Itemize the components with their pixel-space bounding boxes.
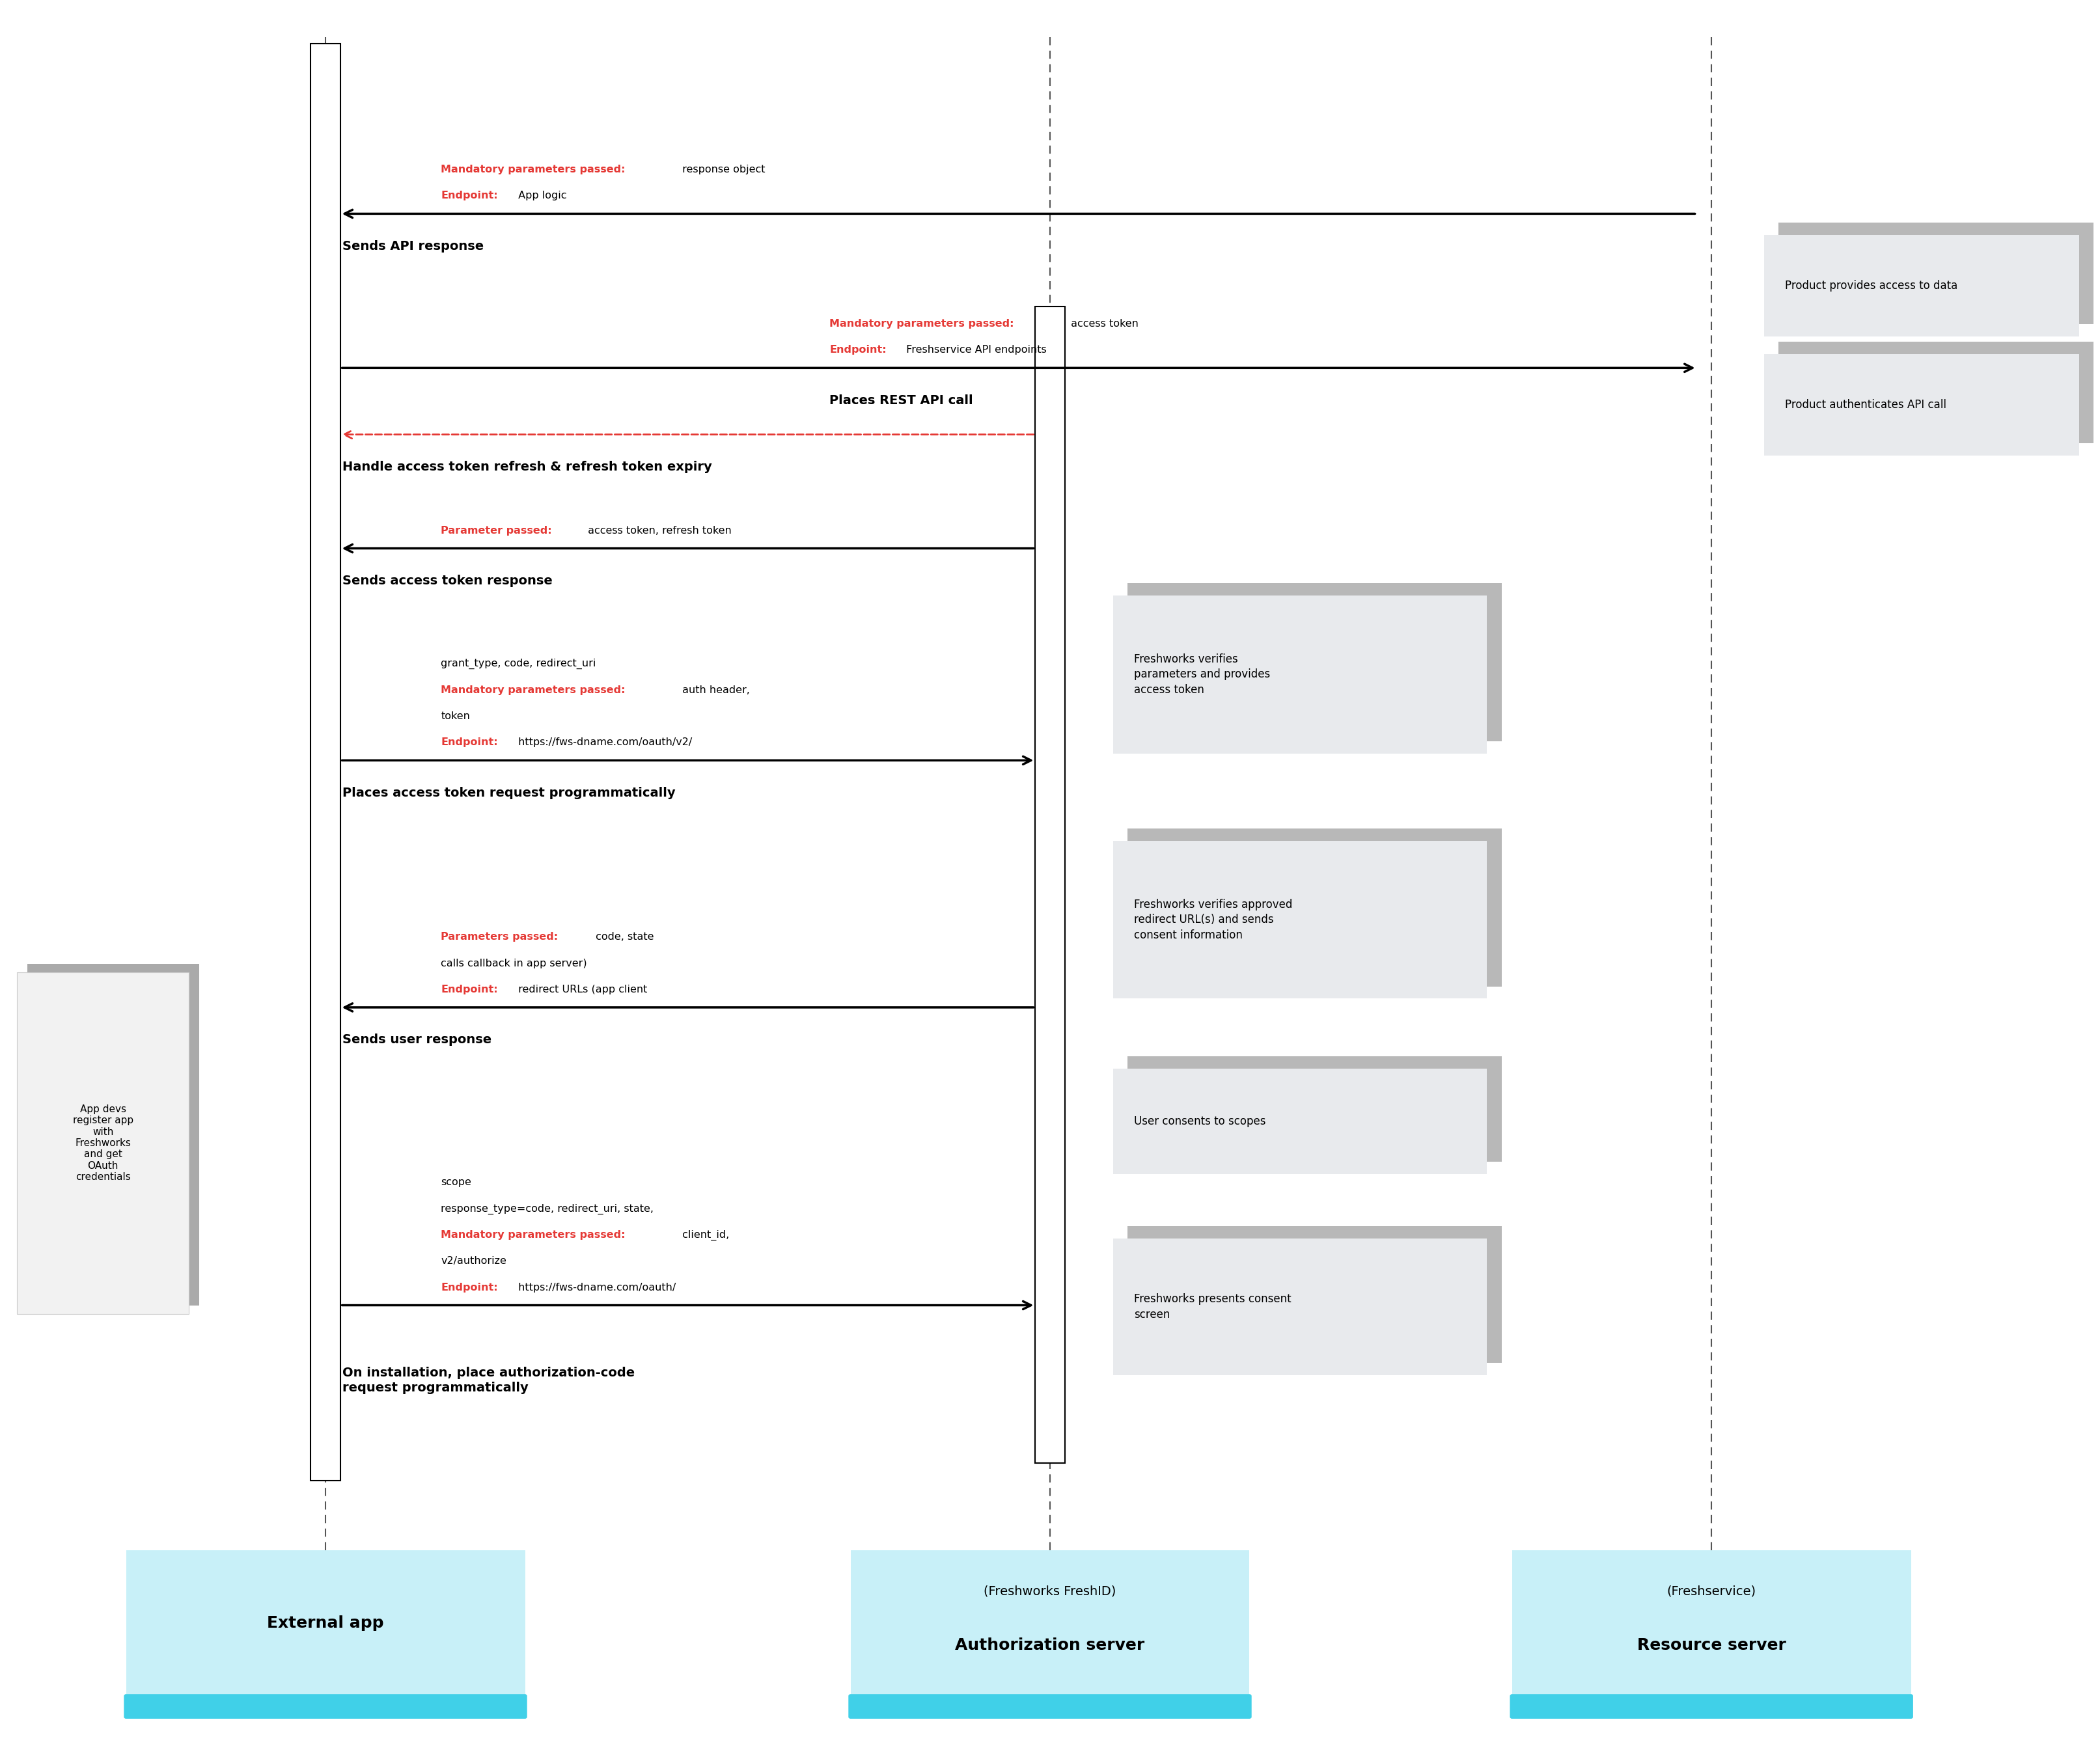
Text: Handle access token refresh & refresh token expiry: Handle access token refresh & refresh to…: [342, 461, 712, 473]
FancyBboxPatch shape: [311, 44, 340, 1480]
Text: App logic: App logic: [514, 191, 567, 201]
Text: grant_type, code, redirect_uri: grant_type, code, redirect_uri: [441, 659, 596, 669]
Text: access token, refresh token: access token, refresh token: [584, 526, 731, 536]
Text: Places access token request programmatically: Places access token request programmatic…: [342, 787, 676, 799]
Text: scope: scope: [441, 1177, 472, 1188]
Text: Sends access token response: Sends access token response: [342, 575, 552, 587]
Text: https://fws-dname.com/oauth/v2/: https://fws-dname.com/oauth/v2/: [514, 738, 691, 748]
Text: Parameter passed:: Parameter passed:: [441, 526, 552, 536]
Text: Endpoint:: Endpoint:: [441, 738, 498, 748]
Text: Freshworks presents consent
screen: Freshworks presents consent screen: [1134, 1293, 1292, 1321]
Text: https://fws-dname.com/oauth/: https://fws-dname.com/oauth/: [514, 1282, 676, 1293]
Text: auth header,: auth header,: [678, 685, 750, 696]
Text: Resource server: Resource server: [1638, 1636, 1785, 1652]
Text: App devs
register app
with
Freshworks
and get
OAuth
credentials: App devs register app with Freshworks an…: [74, 1104, 132, 1183]
Text: Mandatory parameters passed:: Mandatory parameters passed:: [441, 685, 626, 696]
FancyBboxPatch shape: [1113, 1239, 1487, 1375]
Text: Freshworks verifies
parameters and provides
access token: Freshworks verifies parameters and provi…: [1134, 653, 1270, 696]
Text: Sends API response: Sends API response: [342, 240, 483, 252]
FancyBboxPatch shape: [1035, 307, 1065, 1463]
Text: Sends user response: Sends user response: [342, 1034, 491, 1046]
FancyBboxPatch shape: [1113, 1069, 1487, 1174]
Text: calls callback in app server): calls callback in app server): [441, 958, 588, 969]
Text: Mandatory parameters passed:: Mandatory parameters passed:: [830, 319, 1014, 329]
FancyBboxPatch shape: [1512, 1551, 1911, 1696]
Text: redirect URLs (app client: redirect URLs (app client: [514, 985, 647, 995]
FancyBboxPatch shape: [1779, 342, 2094, 443]
FancyBboxPatch shape: [1128, 829, 1502, 986]
FancyBboxPatch shape: [1128, 583, 1502, 741]
FancyBboxPatch shape: [27, 964, 200, 1305]
FancyBboxPatch shape: [1128, 1056, 1502, 1162]
FancyBboxPatch shape: [1779, 223, 2094, 324]
Text: Endpoint:: Endpoint:: [441, 1282, 498, 1293]
Text: access token: access token: [1067, 319, 1138, 329]
Text: Endpoint:: Endpoint:: [441, 985, 498, 995]
FancyBboxPatch shape: [850, 1551, 1249, 1696]
Text: Product provides access to data: Product provides access to data: [1785, 280, 1957, 291]
Text: response object: response object: [678, 165, 764, 175]
Text: Mandatory parameters passed:: Mandatory parameters passed:: [441, 165, 626, 175]
Text: Endpoint:: Endpoint:: [830, 345, 886, 356]
FancyBboxPatch shape: [848, 1694, 1252, 1719]
Text: Freshservice API endpoints: Freshservice API endpoints: [903, 345, 1046, 356]
Text: Product authenticates API call: Product authenticates API call: [1785, 399, 1947, 410]
Text: Endpoint:: Endpoint:: [441, 191, 498, 201]
FancyBboxPatch shape: [126, 1551, 525, 1696]
FancyBboxPatch shape: [17, 972, 189, 1314]
Text: Mandatory parameters passed:: Mandatory parameters passed:: [441, 1230, 626, 1240]
FancyBboxPatch shape: [1113, 841, 1487, 999]
Text: Parameters passed:: Parameters passed:: [441, 932, 559, 943]
Text: Freshworks verifies approved
redirect URL(s) and sends
consent information: Freshworks verifies approved redirect UR…: [1134, 899, 1292, 941]
Text: (Freshservice): (Freshservice): [1667, 1586, 1756, 1598]
Text: User consents to scopes: User consents to scopes: [1134, 1116, 1266, 1127]
FancyBboxPatch shape: [1510, 1694, 1913, 1719]
Text: Authorization server: Authorization server: [956, 1636, 1145, 1652]
Text: v2/authorize: v2/authorize: [441, 1256, 506, 1267]
Text: (Freshworks FreshID): (Freshworks FreshID): [983, 1586, 1117, 1598]
Text: On installation, place authorization-code
request programmatically: On installation, place authorization-cod…: [342, 1367, 634, 1395]
FancyBboxPatch shape: [1128, 1226, 1502, 1363]
FancyBboxPatch shape: [1764, 235, 2079, 336]
Text: client_id,: client_id,: [678, 1230, 729, 1240]
FancyBboxPatch shape: [1113, 596, 1487, 753]
Text: token: token: [441, 711, 470, 722]
FancyBboxPatch shape: [1764, 354, 2079, 456]
Text: Places REST API call: Places REST API call: [830, 394, 972, 406]
Text: response_type=code, redirect_uri, state,: response_type=code, redirect_uri, state,: [441, 1204, 653, 1214]
Text: code, state: code, state: [592, 932, 653, 943]
Text: External app: External app: [267, 1615, 384, 1631]
FancyBboxPatch shape: [124, 1694, 527, 1719]
